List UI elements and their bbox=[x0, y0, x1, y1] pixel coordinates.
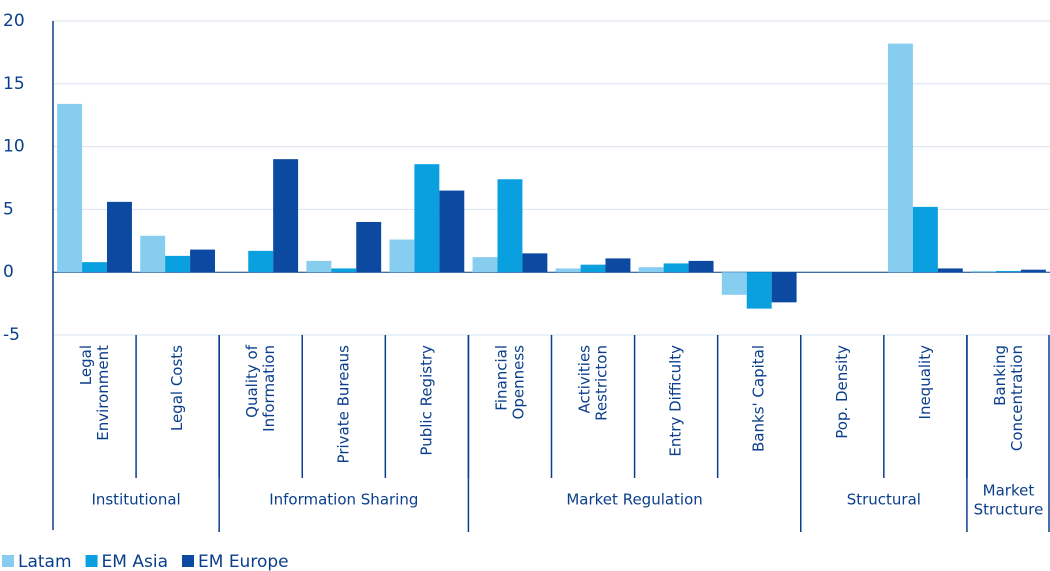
x-tick-label: Quality ofInformation bbox=[243, 344, 278, 432]
bar bbox=[971, 270, 996, 273]
x-tick-label: Private Bureaus bbox=[334, 345, 352, 464]
bar bbox=[107, 201, 132, 273]
bar bbox=[555, 268, 581, 273]
y-tick-label: 0 bbox=[3, 262, 14, 282]
legend-label: Latam bbox=[18, 552, 72, 571]
bar bbox=[306, 260, 332, 273]
y-tick-label: 5 bbox=[3, 199, 14, 219]
bar bbox=[140, 235, 166, 273]
legend-label: EM Europe bbox=[198, 552, 289, 571]
bar bbox=[165, 255, 191, 273]
x-tick-label: Legal Costs bbox=[168, 345, 186, 431]
group-label: Information Sharing bbox=[269, 491, 418, 509]
bar bbox=[771, 272, 797, 303]
legend-label: EM Asia bbox=[102, 552, 168, 571]
bar bbox=[1020, 269, 1046, 273]
bar bbox=[638, 267, 664, 273]
x-tick-label: Inequality bbox=[916, 345, 934, 420]
x-tick-label: Public Registry bbox=[417, 345, 435, 456]
bar bbox=[746, 272, 772, 309]
bar bbox=[663, 263, 689, 273]
x-tick-label: FinancialOpenness bbox=[492, 345, 527, 420]
group-label: Market Structure bbox=[974, 481, 1044, 518]
bar bbox=[273, 159, 299, 273]
y-tick-label: 15 bbox=[3, 74, 25, 94]
x-tick-label: LegalEnvironment bbox=[77, 345, 112, 441]
group-label: Market Regulation bbox=[566, 491, 702, 509]
x-tick-label: Entry Difficulty bbox=[667, 345, 685, 457]
bar bbox=[605, 258, 631, 273]
group-label: Institutional bbox=[91, 491, 180, 509]
bar bbox=[472, 257, 498, 273]
bar bbox=[248, 250, 274, 273]
bar bbox=[995, 270, 1021, 273]
x-tick-label: Banks' Capital bbox=[750, 345, 768, 452]
x-tick-label: BankingConcentration bbox=[990, 345, 1025, 451]
bar bbox=[497, 179, 523, 273]
bar bbox=[190, 249, 216, 273]
legend-swatch bbox=[182, 555, 194, 567]
bar bbox=[937, 268, 963, 273]
bar bbox=[331, 268, 357, 273]
bar bbox=[580, 264, 606, 273]
group-label: Structural bbox=[847, 491, 921, 509]
bar bbox=[356, 221, 382, 273]
bar bbox=[522, 253, 548, 273]
bar bbox=[887, 43, 913, 273]
bar bbox=[688, 260, 714, 273]
bar bbox=[721, 272, 747, 295]
y-tick-label: 20 bbox=[3, 11, 25, 31]
x-tick-label: Pop. Density bbox=[833, 345, 851, 439]
x-tick-label: ActivitiesRestricton bbox=[575, 345, 610, 421]
y-tick-label: -5 bbox=[3, 325, 20, 345]
bar bbox=[414, 164, 440, 273]
bar bbox=[389, 239, 415, 273]
legend-swatch bbox=[85, 555, 98, 567]
bar bbox=[82, 262, 108, 273]
bar bbox=[57, 103, 83, 273]
bar bbox=[439, 190, 465, 273]
legend-swatch bbox=[2, 555, 14, 567]
y-tick-label: 10 bbox=[3, 137, 25, 157]
bar bbox=[912, 206, 938, 273]
